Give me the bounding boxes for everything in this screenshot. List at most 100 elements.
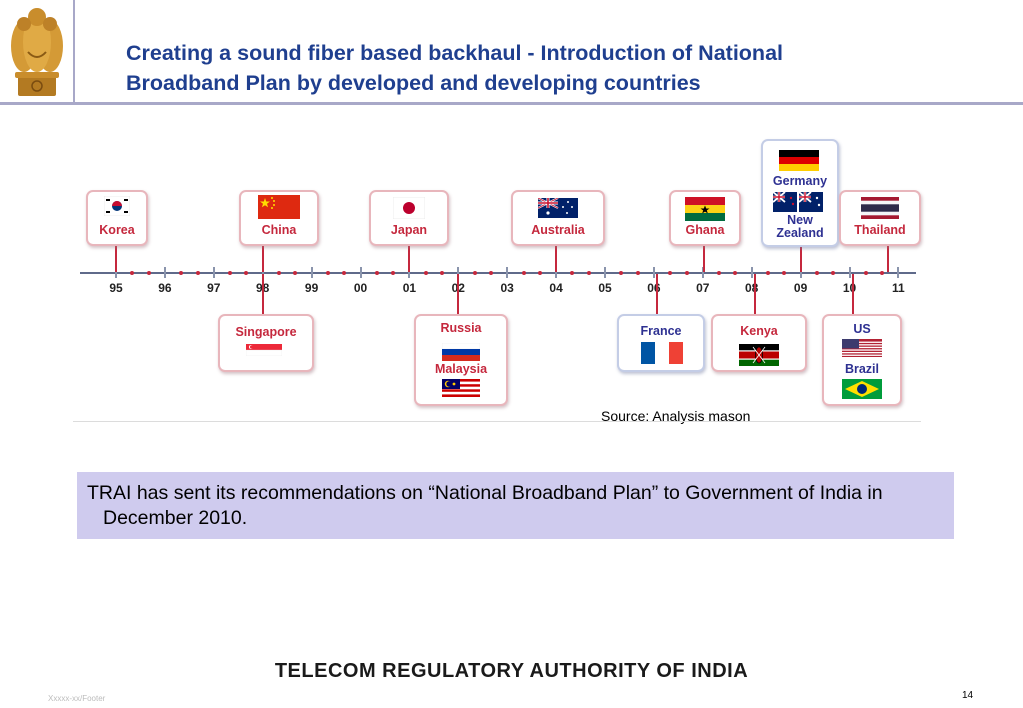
axis-dot — [179, 271, 184, 275]
kenya-flag-icon — [739, 344, 779, 366]
axis-dot — [619, 271, 624, 275]
national-emblem-icon — [11, 8, 63, 96]
axis-dot — [146, 271, 151, 275]
connector-japan — [408, 243, 410, 272]
page-title: Creating a sound fiber based backhaul - … — [126, 38, 1006, 98]
year-tick-02 — [457, 267, 460, 278]
card-russia-malaysia: Russia Malaysia — [414, 314, 508, 406]
axis-dot — [277, 271, 281, 275]
footer-brand: TELECOM REGULATORY AUTHORITY OF INDIA — [274, 660, 749, 682]
ghana-flag-icon — [685, 197, 725, 221]
axis-dot — [293, 271, 298, 275]
card-japan: Japan — [369, 190, 449, 246]
year-tick-95 — [115, 267, 117, 278]
year-label-97: 97 — [207, 281, 221, 295]
year-label-09: 09 — [793, 281, 808, 295]
axis-dot — [814, 271, 819, 275]
connector-korea — [115, 243, 117, 272]
axis-dot — [228, 271, 233, 275]
axis-dot — [130, 271, 135, 275]
card-us-brazil: US Brazil — [822, 314, 902, 406]
label-australia: Australia — [531, 223, 585, 237]
card-kenya: Kenya — [711, 314, 807, 372]
axis-dot — [440, 271, 444, 275]
germany-flag-icon — [779, 150, 819, 171]
year-label-01: 01 — [402, 281, 417, 295]
year-tick-00 — [359, 267, 362, 278]
year-tick-96 — [163, 267, 166, 278]
year-label-05: 05 — [598, 281, 612, 295]
year-tick-10 — [848, 267, 851, 278]
label-us: US — [853, 322, 871, 336]
year-tick-99 — [310, 267, 313, 278]
axis-dot — [668, 271, 673, 275]
year-tick-97 — [212, 267, 215, 278]
label-singapore: Singapore — [235, 325, 297, 339]
connector-france — [656, 274, 658, 314]
year-tick-98 — [261, 267, 264, 278]
connector-singapore — [262, 274, 264, 314]
axis-dot — [635, 271, 640, 275]
label-france: France — [640, 324, 682, 338]
brazil-flag-icon — [842, 379, 882, 399]
axis-dot — [766, 271, 770, 275]
connector-russia — [457, 274, 459, 314]
malaysia-flag-icon — [442, 379, 480, 397]
timeline-axis — [80, 272, 916, 274]
label-malaysia: Malaysia — [434, 362, 488, 376]
title-line-2: Broadband Plan by developed and developi… — [126, 71, 701, 95]
card-france: France — [617, 314, 705, 372]
connector-germany — [800, 245, 802, 272]
label-ghana: Ghana — [685, 223, 725, 237]
year-tick-06 — [652, 267, 655, 278]
label-thailand: Thailand — [854, 223, 906, 237]
axis-dot — [391, 271, 396, 275]
year-tick-05 — [604, 267, 606, 278]
year-tick-07 — [701, 267, 704, 278]
singapore-flag-icon — [246, 344, 282, 356]
diagram-divider — [73, 421, 921, 422]
russia-flag-icon — [442, 343, 480, 361]
year-label-03: 03 — [500, 281, 514, 295]
year-tick-01 — [408, 267, 411, 278]
label-russia: Russia — [440, 321, 482, 335]
title-line-1: Creating a sound fiber based backhaul - … — [126, 41, 783, 65]
year-tick-04 — [555, 267, 558, 278]
connector-us — [852, 274, 854, 314]
header-divider-vertical — [73, 0, 75, 102]
year-label-11: 11 — [892, 281, 905, 295]
axis-dot — [521, 271, 526, 275]
korea-flag-icon — [104, 196, 130, 216]
year-tick-09 — [799, 267, 802, 278]
axis-dot — [684, 271, 689, 275]
connector-thailand — [887, 243, 889, 272]
label-china: China — [261, 223, 297, 237]
connector-kenya — [754, 274, 756, 314]
connector-china — [262, 243, 264, 272]
page-number: 14 — [962, 690, 974, 701]
axis-dot — [472, 271, 477, 275]
card-china: China — [239, 190, 319, 246]
card-australia: Australia — [511, 190, 605, 246]
card-singapore: Singapore — [218, 314, 314, 372]
year-label-04: 04 — [549, 281, 563, 295]
axis-dot — [195, 271, 200, 275]
axis-dot — [586, 271, 591, 275]
axis-dot — [863, 271, 868, 275]
axis-dot — [423, 271, 428, 275]
card-thailand: Thailand — [839, 190, 921, 246]
year-label-95: 95 — [109, 281, 123, 295]
year-label-08: 08 — [745, 281, 759, 295]
axis-dot — [325, 271, 330, 275]
axis-dot — [374, 271, 379, 275]
axis-dot — [537, 271, 542, 275]
japan-flag-icon — [393, 197, 425, 219]
year-label-00: 00 — [353, 281, 368, 295]
year-label-10: 10 — [842, 281, 857, 295]
year-label-06: 06 — [647, 281, 661, 295]
axis-dot — [717, 271, 722, 275]
axis-dot — [831, 271, 836, 275]
us-flag-icon — [842, 339, 882, 357]
france-flag-icon — [641, 342, 683, 364]
axis-dot — [782, 271, 787, 275]
